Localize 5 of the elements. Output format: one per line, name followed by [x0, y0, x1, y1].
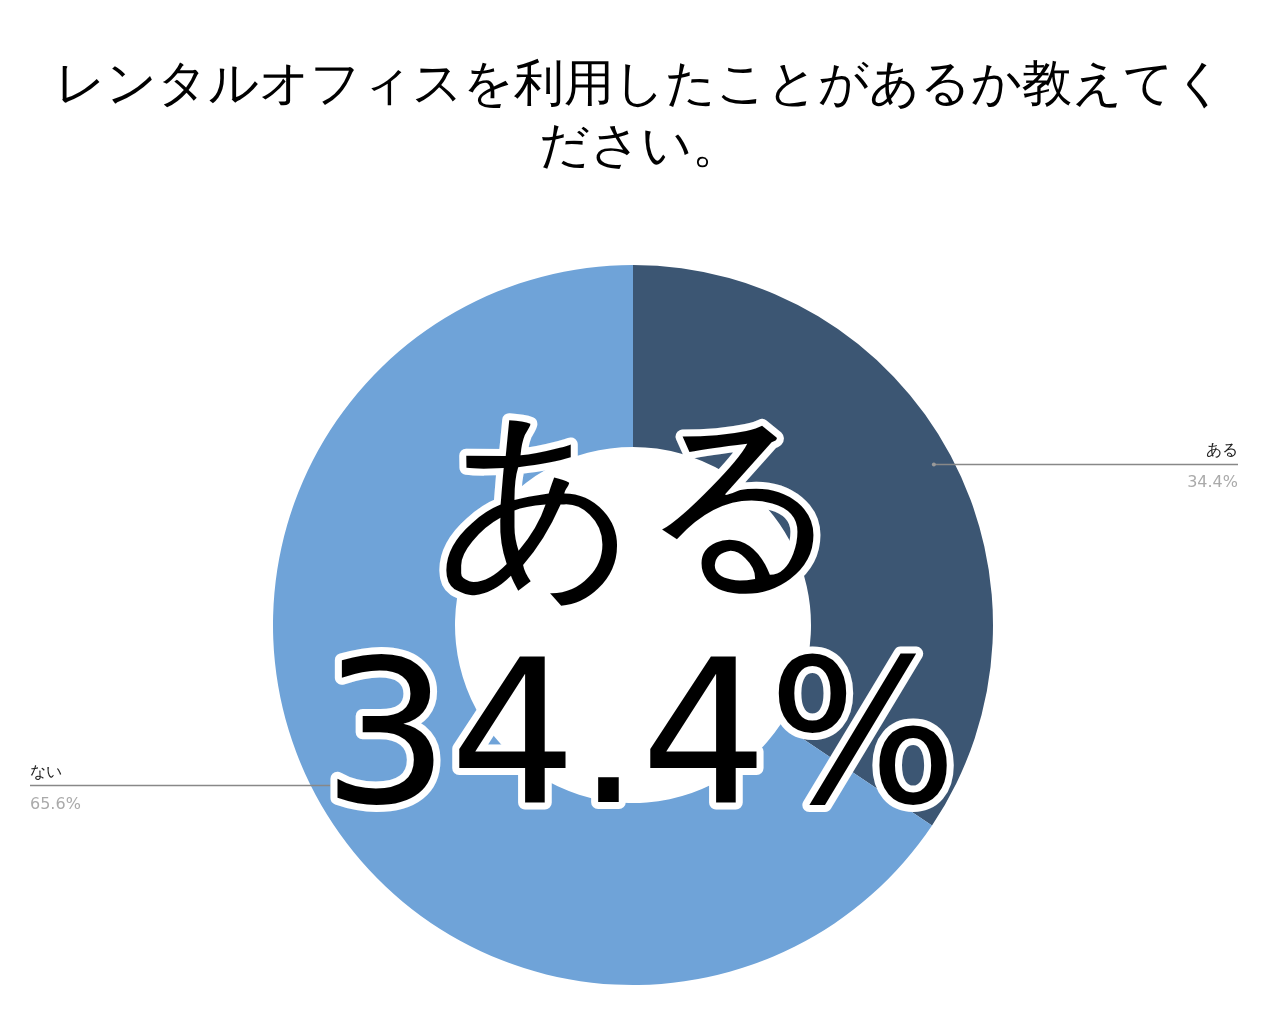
title: レンタルオフィスを利用したことがあるか教えてください。: [55, 54, 1225, 174]
slice-label: ある: [1206, 440, 1238, 460]
data-label: 34.4%: [1187, 472, 1238, 492]
data-label: 65.6%: [30, 793, 81, 813]
slice-label: ない: [30, 761, 62, 781]
